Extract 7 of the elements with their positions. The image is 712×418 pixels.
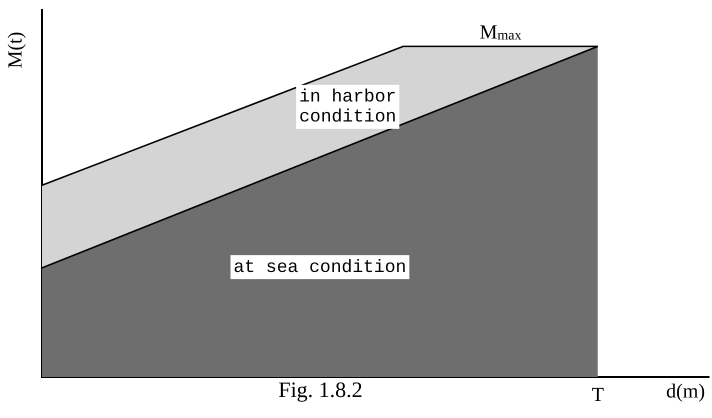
x-axis-title: d(m) <box>666 380 705 402</box>
text: T <box>592 384 604 406</box>
series-label: in harbor condition <box>299 88 396 128</box>
text: Mmax <box>480 21 522 44</box>
y-axis-title: M(t) <box>4 32 26 68</box>
text: Fig. 1.8.2 <box>278 376 363 402</box>
series-label: at sea condition <box>234 258 406 278</box>
